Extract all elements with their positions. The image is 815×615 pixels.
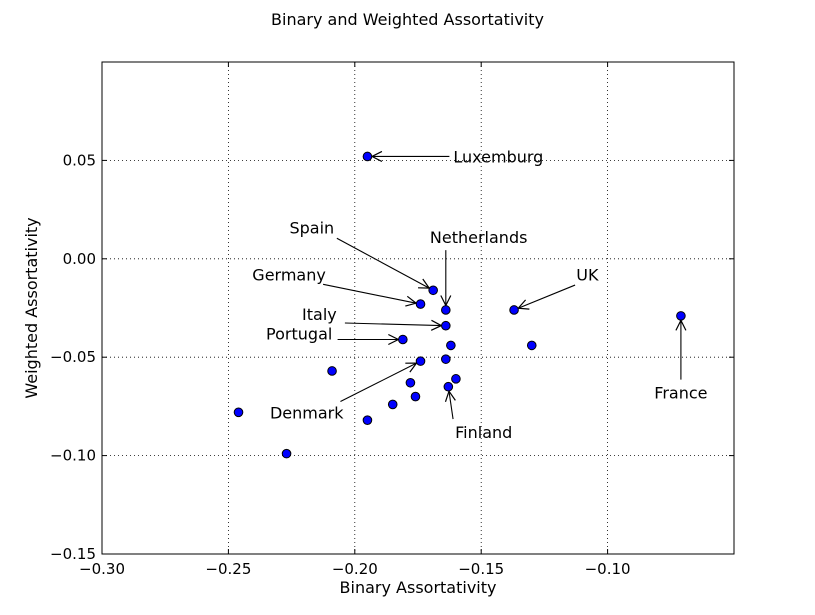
- data-point: [451, 374, 461, 384]
- annotation-arrow: [518, 284, 576, 308]
- annotation-label: Spain: [289, 218, 334, 237]
- annotation-label: Denmark: [270, 403, 344, 422]
- annotation-arrow: [340, 363, 416, 402]
- annotation-arrow: [449, 391, 453, 420]
- data-point: [398, 334, 408, 345]
- y-axis-label: Weighted Assortativity: [22, 217, 41, 398]
- data-point: [509, 305, 519, 315]
- annotation-arrow: [336, 237, 429, 288]
- annotation-label: Germany: [252, 266, 326, 285]
- data-point: [415, 356, 426, 366]
- data-point: [362, 415, 373, 425]
- data-points: [233, 151, 686, 459]
- annotation-arrows: [322, 156, 681, 420]
- annotation-label: UK: [576, 266, 599, 285]
- data-point: [441, 320, 451, 331]
- annotation-label: Netherlands: [430, 228, 528, 247]
- annotation-label: Portugal: [266, 325, 332, 344]
- plot-frame: [101, 61, 735, 555]
- data-point: [415, 299, 426, 309]
- ticks: −0.30 −0.25 −0.20 −0.15 −0.10 −0.15 −0.10 −0.05…: [50, 62, 734, 578]
- annotation-arrow: [322, 283, 416, 303]
- annotation-label: Luxemburg: [453, 147, 543, 166]
- x-tick-label: −0.10: [585, 560, 631, 578]
- x-tick-label: −0.30: [79, 560, 125, 578]
- y-tick-label: 0.05: [63, 151, 96, 169]
- data-point: [441, 354, 451, 364]
- annotation-label: Italy: [302, 305, 337, 324]
- annotation-labels: Luxemburg Spain Netherlands Germany UK ItalyP…: [252, 147, 707, 442]
- data-point: [233, 407, 244, 418]
- data-point: [676, 311, 686, 321]
- data-point: [405, 377, 416, 388]
- y-tick-label: 0.00: [63, 250, 96, 268]
- annotation-label: France: [654, 384, 707, 403]
- chart-title: Binary and Weighted Assortativity: [271, 10, 544, 29]
- y-tick-label: −0.05: [50, 348, 96, 366]
- data-point: [443, 381, 454, 392]
- data-point: [327, 366, 337, 376]
- x-axis-label: Binary Assortativity: [340, 578, 497, 597]
- data-point: [441, 305, 451, 315]
- data-point: [387, 399, 398, 410]
- data-point: [446, 340, 456, 351]
- annotation-label: Finland: [455, 423, 512, 442]
- annotation-arrow: [344, 323, 441, 326]
- data-point: [428, 285, 438, 296]
- x-tick-label: −0.20: [332, 560, 378, 578]
- data-point: [281, 448, 292, 459]
- data-point: [362, 151, 373, 162]
- x-tick-label: −0.15: [458, 560, 504, 578]
- y-tick-label: −0.15: [50, 545, 96, 563]
- data-point: [526, 340, 537, 351]
- y-tick-label: −0.10: [50, 447, 96, 465]
- x-tick-label: −0.25: [205, 560, 251, 578]
- data-point: [410, 391, 421, 402]
